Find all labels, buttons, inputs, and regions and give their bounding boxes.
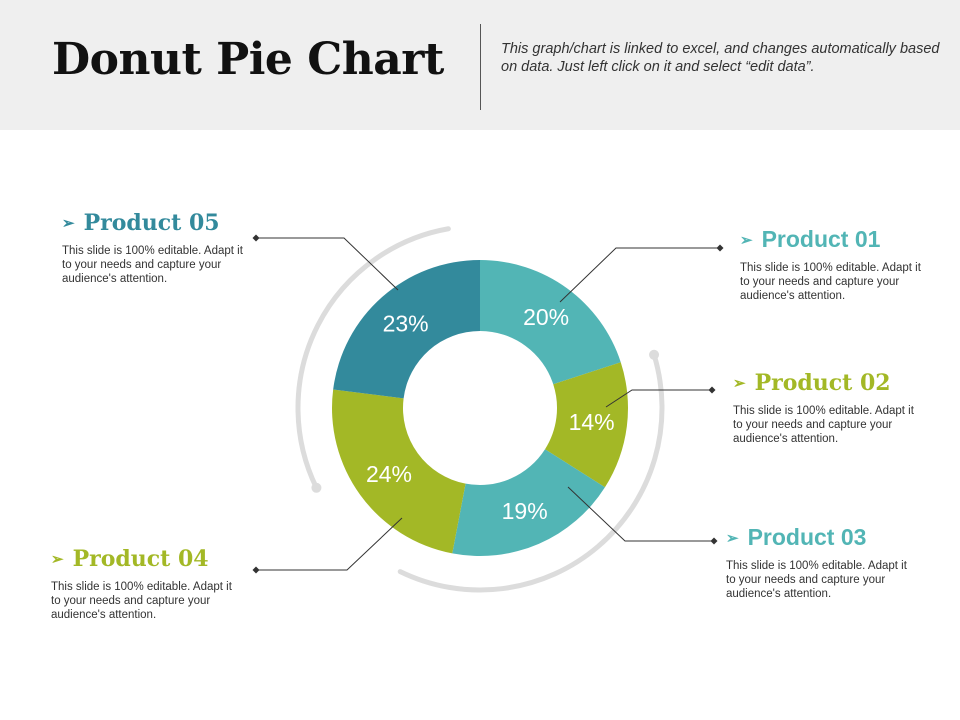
chevron-right-icon: ➢ — [733, 374, 746, 392]
slice-value-label: 24% — [366, 461, 412, 487]
leader-line-product-05 — [256, 238, 398, 290]
chevron-right-icon: ➢ — [726, 529, 739, 547]
leader-line-product-01 — [560, 248, 720, 302]
callout-title: Product 03 — [748, 524, 867, 551]
leader-diamond-icon — [711, 538, 718, 545]
leader-diamond-icon — [709, 387, 716, 394]
chevron-right-icon: ➢ — [51, 550, 64, 568]
slice-value-label: 23% — [383, 311, 429, 337]
callout-text: This slide is 100% editable. Adapt it to… — [726, 559, 916, 601]
callout-product-05: ➢ Product 05 This slide is 100% editable… — [62, 210, 252, 286]
callout-text: This slide is 100% editable. Adapt it to… — [733, 404, 923, 446]
slice-value-label: 14% — [569, 409, 615, 435]
callout-product-01: ➢ Product 01 This slide is 100% editable… — [740, 226, 930, 303]
callout-title: Product 02 — [755, 370, 891, 396]
decor-ring-dot — [649, 350, 659, 360]
leader-line-product-04 — [256, 518, 402, 570]
callout-title: Product 05 — [84, 210, 220, 236]
slice-value-label: 20% — [523, 304, 569, 330]
callout-title: Product 01 — [762, 226, 881, 253]
leader-diamond-icon — [253, 235, 260, 242]
leader-diamond-icon — [717, 245, 724, 252]
callout-product-04: ➢ Product 04 This slide is 100% editable… — [51, 546, 241, 622]
chevron-right-icon: ➢ — [62, 214, 75, 232]
callout-text: This slide is 100% editable. Adapt it to… — [740, 261, 930, 303]
chevron-right-icon: ➢ — [740, 231, 753, 249]
slice-value-label: 19% — [502, 498, 548, 524]
callout-title: Product 04 — [73, 546, 209, 572]
callout-product-03: ➢ Product 03 This slide is 100% editable… — [726, 524, 916, 601]
decor-ring-dot — [311, 483, 321, 493]
callout-text: This slide is 100% editable. Adapt it to… — [51, 580, 241, 622]
callout-text: This slide is 100% editable. Adapt it to… — [62, 244, 252, 286]
callout-product-02: ➢ Product 02 This slide is 100% editable… — [733, 370, 923, 446]
leader-diamond-icon — [253, 567, 260, 574]
